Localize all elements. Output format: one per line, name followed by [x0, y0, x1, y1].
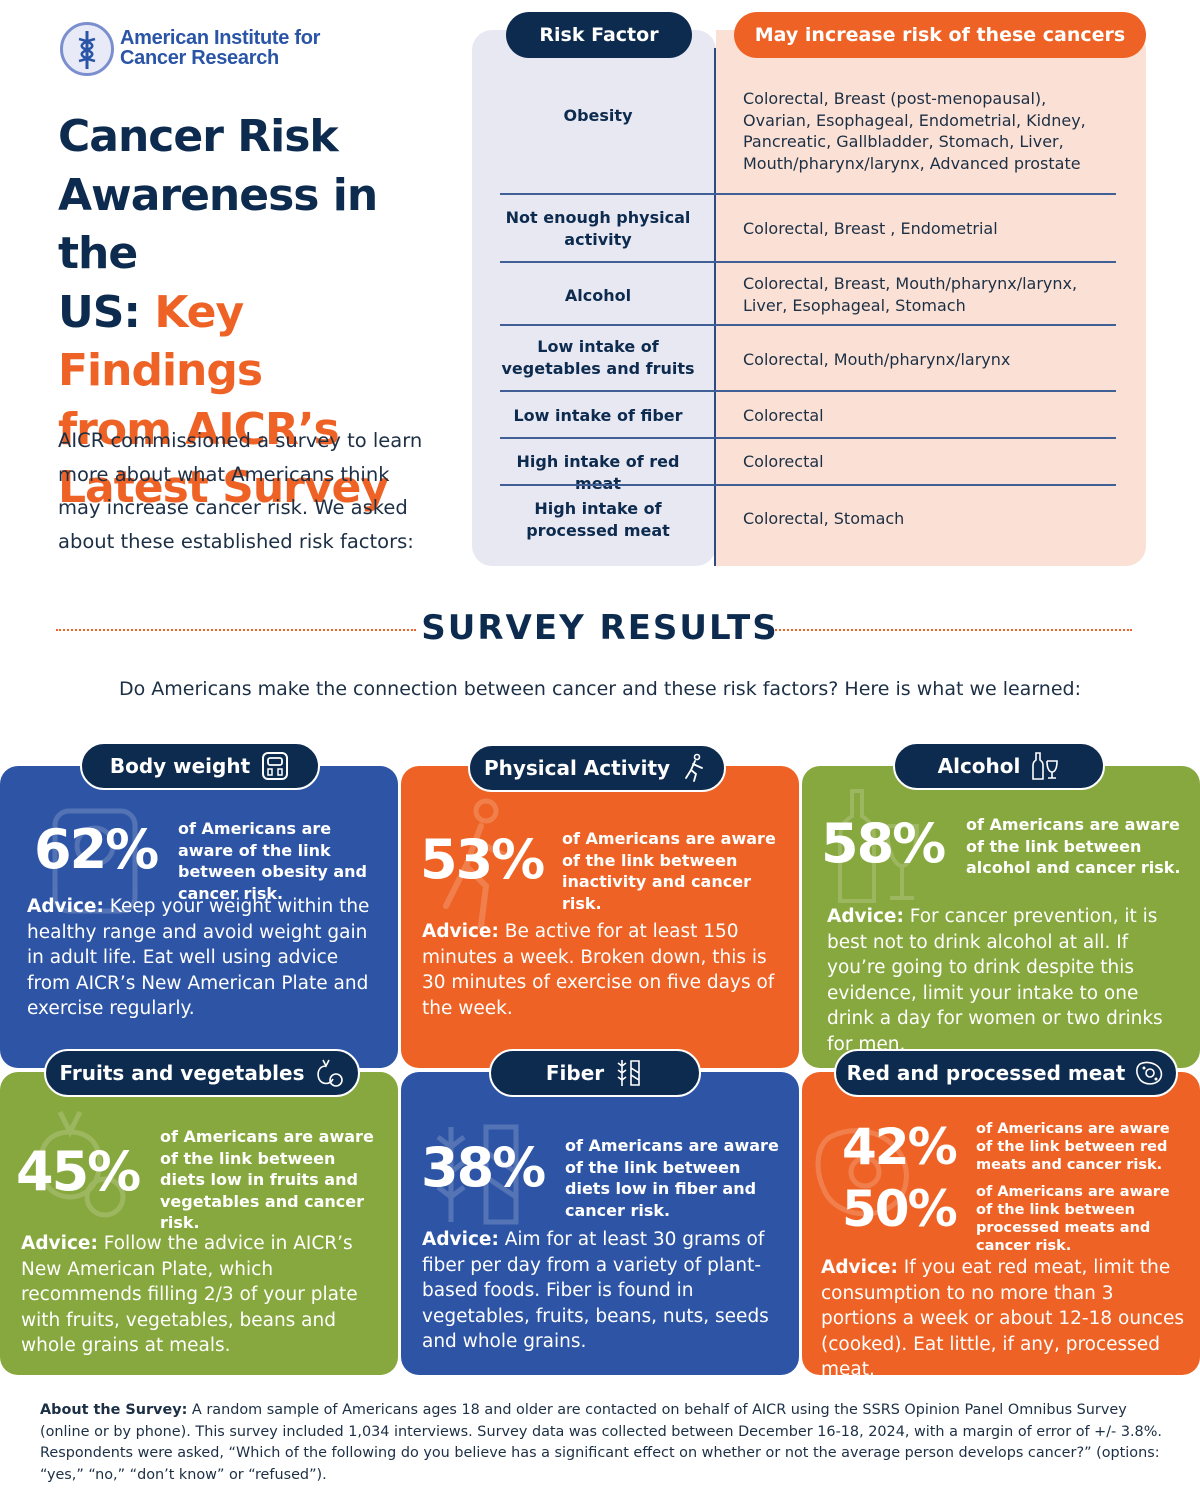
header-risk-factor: Risk Factor	[506, 12, 692, 58]
body-weight-stat: of Americans are aware of the link betwe…	[178, 819, 367, 903]
survey-results-title: SURVEY RESULTS	[421, 608, 779, 648]
fiber-pill: Fiber	[489, 1049, 701, 1097]
body-weight-percent: 62%	[34, 818, 159, 881]
risk-factor-cell: Alcohol	[564, 286, 632, 305]
risk-factor-cell: High intake of processed meat	[526, 499, 670, 540]
risk-factor-cell: Low intake of vegetables and fruits	[501, 337, 695, 378]
alcohol-card: 58% of Americans are aware of the link b…	[802, 766, 1200, 1068]
alcohol-advice: Advice: For cancer prevention, it is bes…	[827, 906, 1163, 1055]
logo-line-1: American Institute for	[120, 27, 321, 49]
wheat-watermark-icon	[436, 1124, 519, 1225]
fruit-watermark-icon	[37, 1110, 126, 1218]
scale-watermark-icon	[52, 808, 138, 914]
red-meat-stat: of Americans are aware of the link betwe…	[976, 1121, 1170, 1173]
runner-icon	[685, 753, 703, 782]
risk-factor-cell: Obesity	[563, 106, 633, 125]
physical-activity-stat: of Americans are aware of the link betwe…	[562, 829, 776, 913]
bottle-glass-icon	[1032, 752, 1059, 780]
title-line-4: from AICR’s	[58, 403, 340, 455]
fruits-vegetables-pill: Fruits and vegetables	[44, 1049, 360, 1097]
fiber-card: 38% of Americans are aware of the link b…	[401, 1072, 799, 1375]
aicr-logo: American Institute for Cancer Research	[60, 22, 360, 78]
title-line-1: Cancer Risk	[58, 111, 339, 162]
fruits-vegetables-stat: of Americans are aware of the link betwe…	[160, 1127, 374, 1232]
meat-pill: Red and processed meat	[834, 1049, 1178, 1097]
body-weight-advice: Advice: Keep your weight within the heal…	[27, 896, 370, 1019]
alcohol-percent: 58%	[821, 812, 946, 875]
fiber-label: Fiber	[545, 1061, 605, 1085]
body-weight-pill: Body weight	[80, 742, 320, 790]
alcohol-pill: Alcohol	[893, 742, 1105, 790]
fruit-icon	[317, 1059, 344, 1087]
meat-advice: Advice: If you eat red meat, limit the c…	[821, 1257, 1184, 1375]
physical-activity-percent: 53%	[420, 828, 545, 891]
fruits-vegetables-advice: Advice: Follow the advice in AICR’s New …	[21, 1233, 358, 1356]
title-line-5: Latest Survey	[58, 462, 389, 513]
red-meat-percent: 42%	[842, 1118, 958, 1176]
cancers-cell: Colorectal, Breast (post-menopausal), Ov…	[743, 89, 1086, 173]
fiber-percent: 38%	[421, 1136, 546, 1199]
survey-question: Do Americans make the connection between…	[118, 678, 1081, 700]
bottle-watermark-icon	[838, 789, 920, 903]
header-cancers: May increase risk of these cancers	[734, 12, 1146, 58]
risk-factor-table: Risk Factor May increase risk of these c…	[472, 12, 1146, 566]
body-weight-card: 62% of Americans are aware of the link b…	[0, 766, 398, 1068]
cancers-cell: Colorectal, Breast, Mouth/pharynx/larynx…	[743, 274, 1078, 315]
fruits-vegetables-label: Fruits and vegetables	[59, 1061, 305, 1085]
about-survey: About the Survey: A random sample of Ame…	[40, 1400, 1165, 1486]
fiber-stat: of Americans are aware of the link betwe…	[565, 1136, 779, 1220]
risk-factor-cell: Low intake of fiber	[513, 406, 683, 425]
logo-line-2: Cancer Research	[120, 47, 279, 69]
cancers-cell: Colorectal, Mouth/pharynx/larynx	[743, 350, 1011, 369]
risk-factor-cell: Not enough physical activity	[505, 208, 691, 249]
meat-icon	[1136, 1061, 1163, 1085]
alcohol-stat: of Americans are aware of the link betwe…	[966, 815, 1181, 877]
wheat-icon	[617, 1060, 640, 1086]
fruits-vegetables-percent: 45%	[16, 1140, 141, 1203]
title-line-3-orange: Key Findings	[58, 286, 263, 397]
processed-meat-stat: of Americans are aware of the link betwe…	[976, 1184, 1170, 1254]
physical-activity-card: 53% of Americans are aware of the link b…	[401, 766, 799, 1068]
body-weight-label: Body weight	[109, 754, 251, 778]
cancers-cell: Colorectal, Breast , Endometrial	[743, 219, 998, 238]
alcohol-label: Alcohol	[937, 754, 1021, 778]
caduceus-icon	[60, 22, 114, 76]
physical-activity-advice: Advice: Be active for at least 150 minut…	[422, 921, 775, 1019]
title-line-3-dark: US:	[58, 286, 155, 338]
about-survey-text: A random sample of Americans ages 18 and…	[40, 1402, 1162, 1483]
physical-activity-pill: Physical Activity	[468, 744, 726, 792]
cancers-cell: Colorectal	[743, 406, 824, 425]
title-line-2: Awareness in the	[58, 169, 378, 280]
fruits-vegetables-card: 45% of Americans are aware of the link b…	[0, 1072, 398, 1375]
meat-card: 42% of Americans are aware of the link b…	[802, 1072, 1200, 1375]
cancers-cell: Colorectal	[743, 452, 824, 471]
divider-right	[772, 629, 1132, 631]
runner-watermark-icon	[443, 798, 509, 929]
divider-left	[56, 629, 416, 631]
processed-meat-percent: 50%	[842, 1180, 958, 1238]
meat-label: Red and processed meat	[846, 1061, 1126, 1085]
scale-icon	[262, 752, 289, 780]
physical-activity-label: Physical Activity	[483, 756, 671, 780]
risk-factor-cell: High intake of red meat	[516, 452, 680, 493]
intro-text: AICR commissioned a survey to learn more…	[58, 429, 423, 553]
cancers-cell: Colorectal, Stomach	[743, 509, 905, 528]
meat-watermark-icon	[815, 1128, 909, 1217]
page-title: Cancer Risk Awareness in the US: Key Fin…	[58, 108, 458, 518]
about-survey-label: About the Survey:	[40, 1402, 188, 1418]
fiber-advice: Advice: Aim for at least 30 grams of fib…	[422, 1229, 769, 1352]
